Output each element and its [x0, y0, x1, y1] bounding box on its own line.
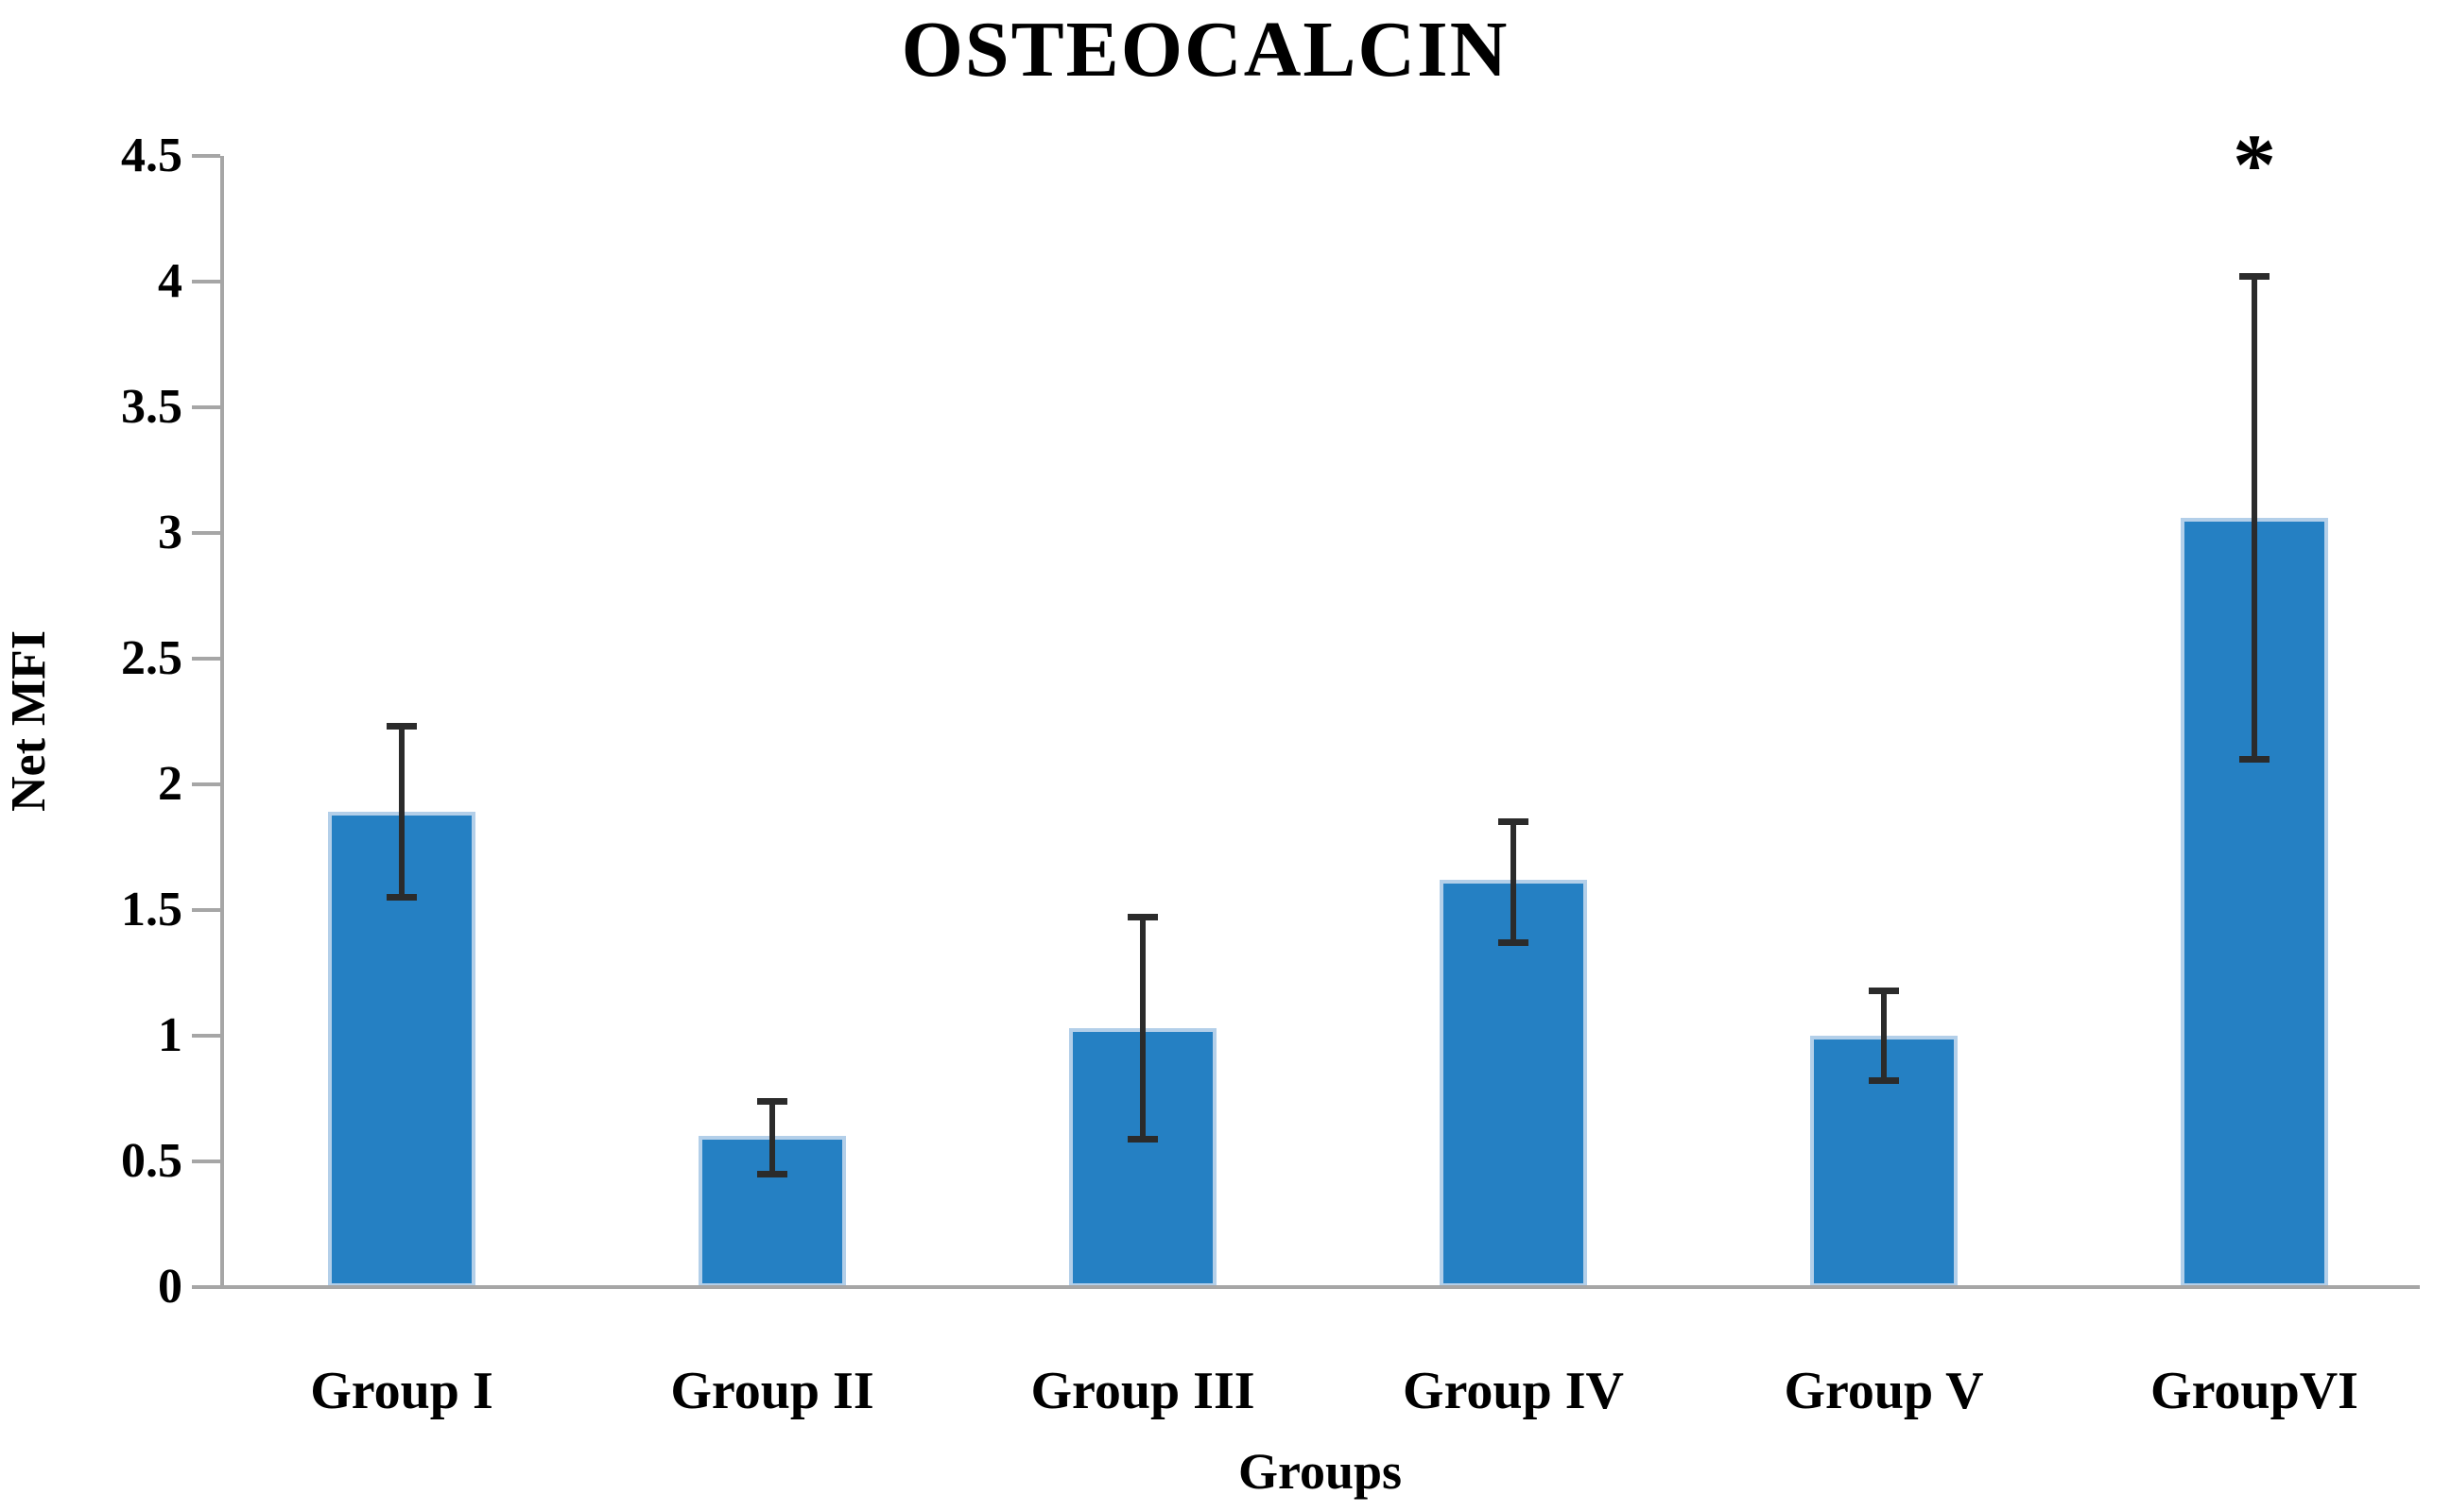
y-tick: [192, 405, 220, 409]
bar-group-iv: [1440, 880, 1587, 1287]
y-tick: [192, 1285, 220, 1289]
chart-title: OSTEOCALCIN: [901, 6, 1510, 94]
y-tick-label: 2.5: [121, 631, 182, 685]
x-axis-title: Groups: [1237, 1443, 1403, 1500]
error-bar-cap-top: [1869, 987, 1899, 994]
y-tick: [192, 531, 220, 535]
error-bar-cap-bottom: [387, 894, 417, 902]
y-tick: [192, 657, 220, 661]
significance-asterisk: *: [2233, 116, 2276, 213]
y-tick: [192, 154, 220, 158]
y-tick-label: 3.5: [121, 380, 182, 434]
error-bar-cap-bottom: [1869, 1077, 1899, 1085]
y-tick-label: 4: [158, 254, 182, 308]
error-bar-stem: [399, 726, 405, 898]
error-bar-stem: [769, 1101, 775, 1175]
error-bar-stem: [2252, 276, 2257, 760]
error-bar-stem: [1881, 990, 1887, 1081]
x-tick-label: Group I: [310, 1362, 493, 1420]
x-tick-label: Group V: [1784, 1362, 1984, 1420]
x-axis-line: [220, 1285, 2420, 1289]
error-bar-cap-bottom: [757, 1170, 787, 1177]
x-tick-label: GroupVI: [2150, 1362, 2358, 1420]
y-tick: [192, 782, 220, 786]
x-tick-label: Group II: [670, 1362, 874, 1420]
y-tick-label: 1: [158, 1008, 182, 1062]
y-tick-label: 4.5: [121, 129, 182, 182]
y-tick: [192, 908, 220, 912]
y-tick: [192, 280, 220, 284]
y-tick-label: 1.5: [121, 883, 182, 936]
error-bar-cap-top: [2239, 273, 2270, 281]
error-bar-cap-top: [757, 1097, 787, 1105]
error-bar-cap-bottom: [1128, 1135, 1158, 1143]
error-bar-stem: [1140, 917, 1146, 1140]
error-bar-cap-top: [1128, 914, 1158, 921]
y-axis-line: [220, 156, 224, 1287]
error-bar-cap-bottom: [1498, 939, 1528, 947]
error-bar-cap-bottom: [2239, 755, 2270, 763]
error-bar-stem: [1510, 821, 1516, 943]
y-tick: [192, 1160, 220, 1163]
error-bar-cap-top: [1498, 818, 1528, 826]
x-tick-label: Group IV: [1403, 1362, 1624, 1420]
error-bar-cap-top: [387, 723, 417, 730]
y-tick-label: 2: [158, 757, 182, 811]
y-tick-label: 3: [158, 506, 182, 559]
y-tick: [192, 1034, 220, 1038]
y-tick-label: 0: [158, 1260, 182, 1314]
x-tick-label: Group III: [1030, 1362, 1255, 1420]
y-tick-label: 0.5: [121, 1134, 182, 1188]
